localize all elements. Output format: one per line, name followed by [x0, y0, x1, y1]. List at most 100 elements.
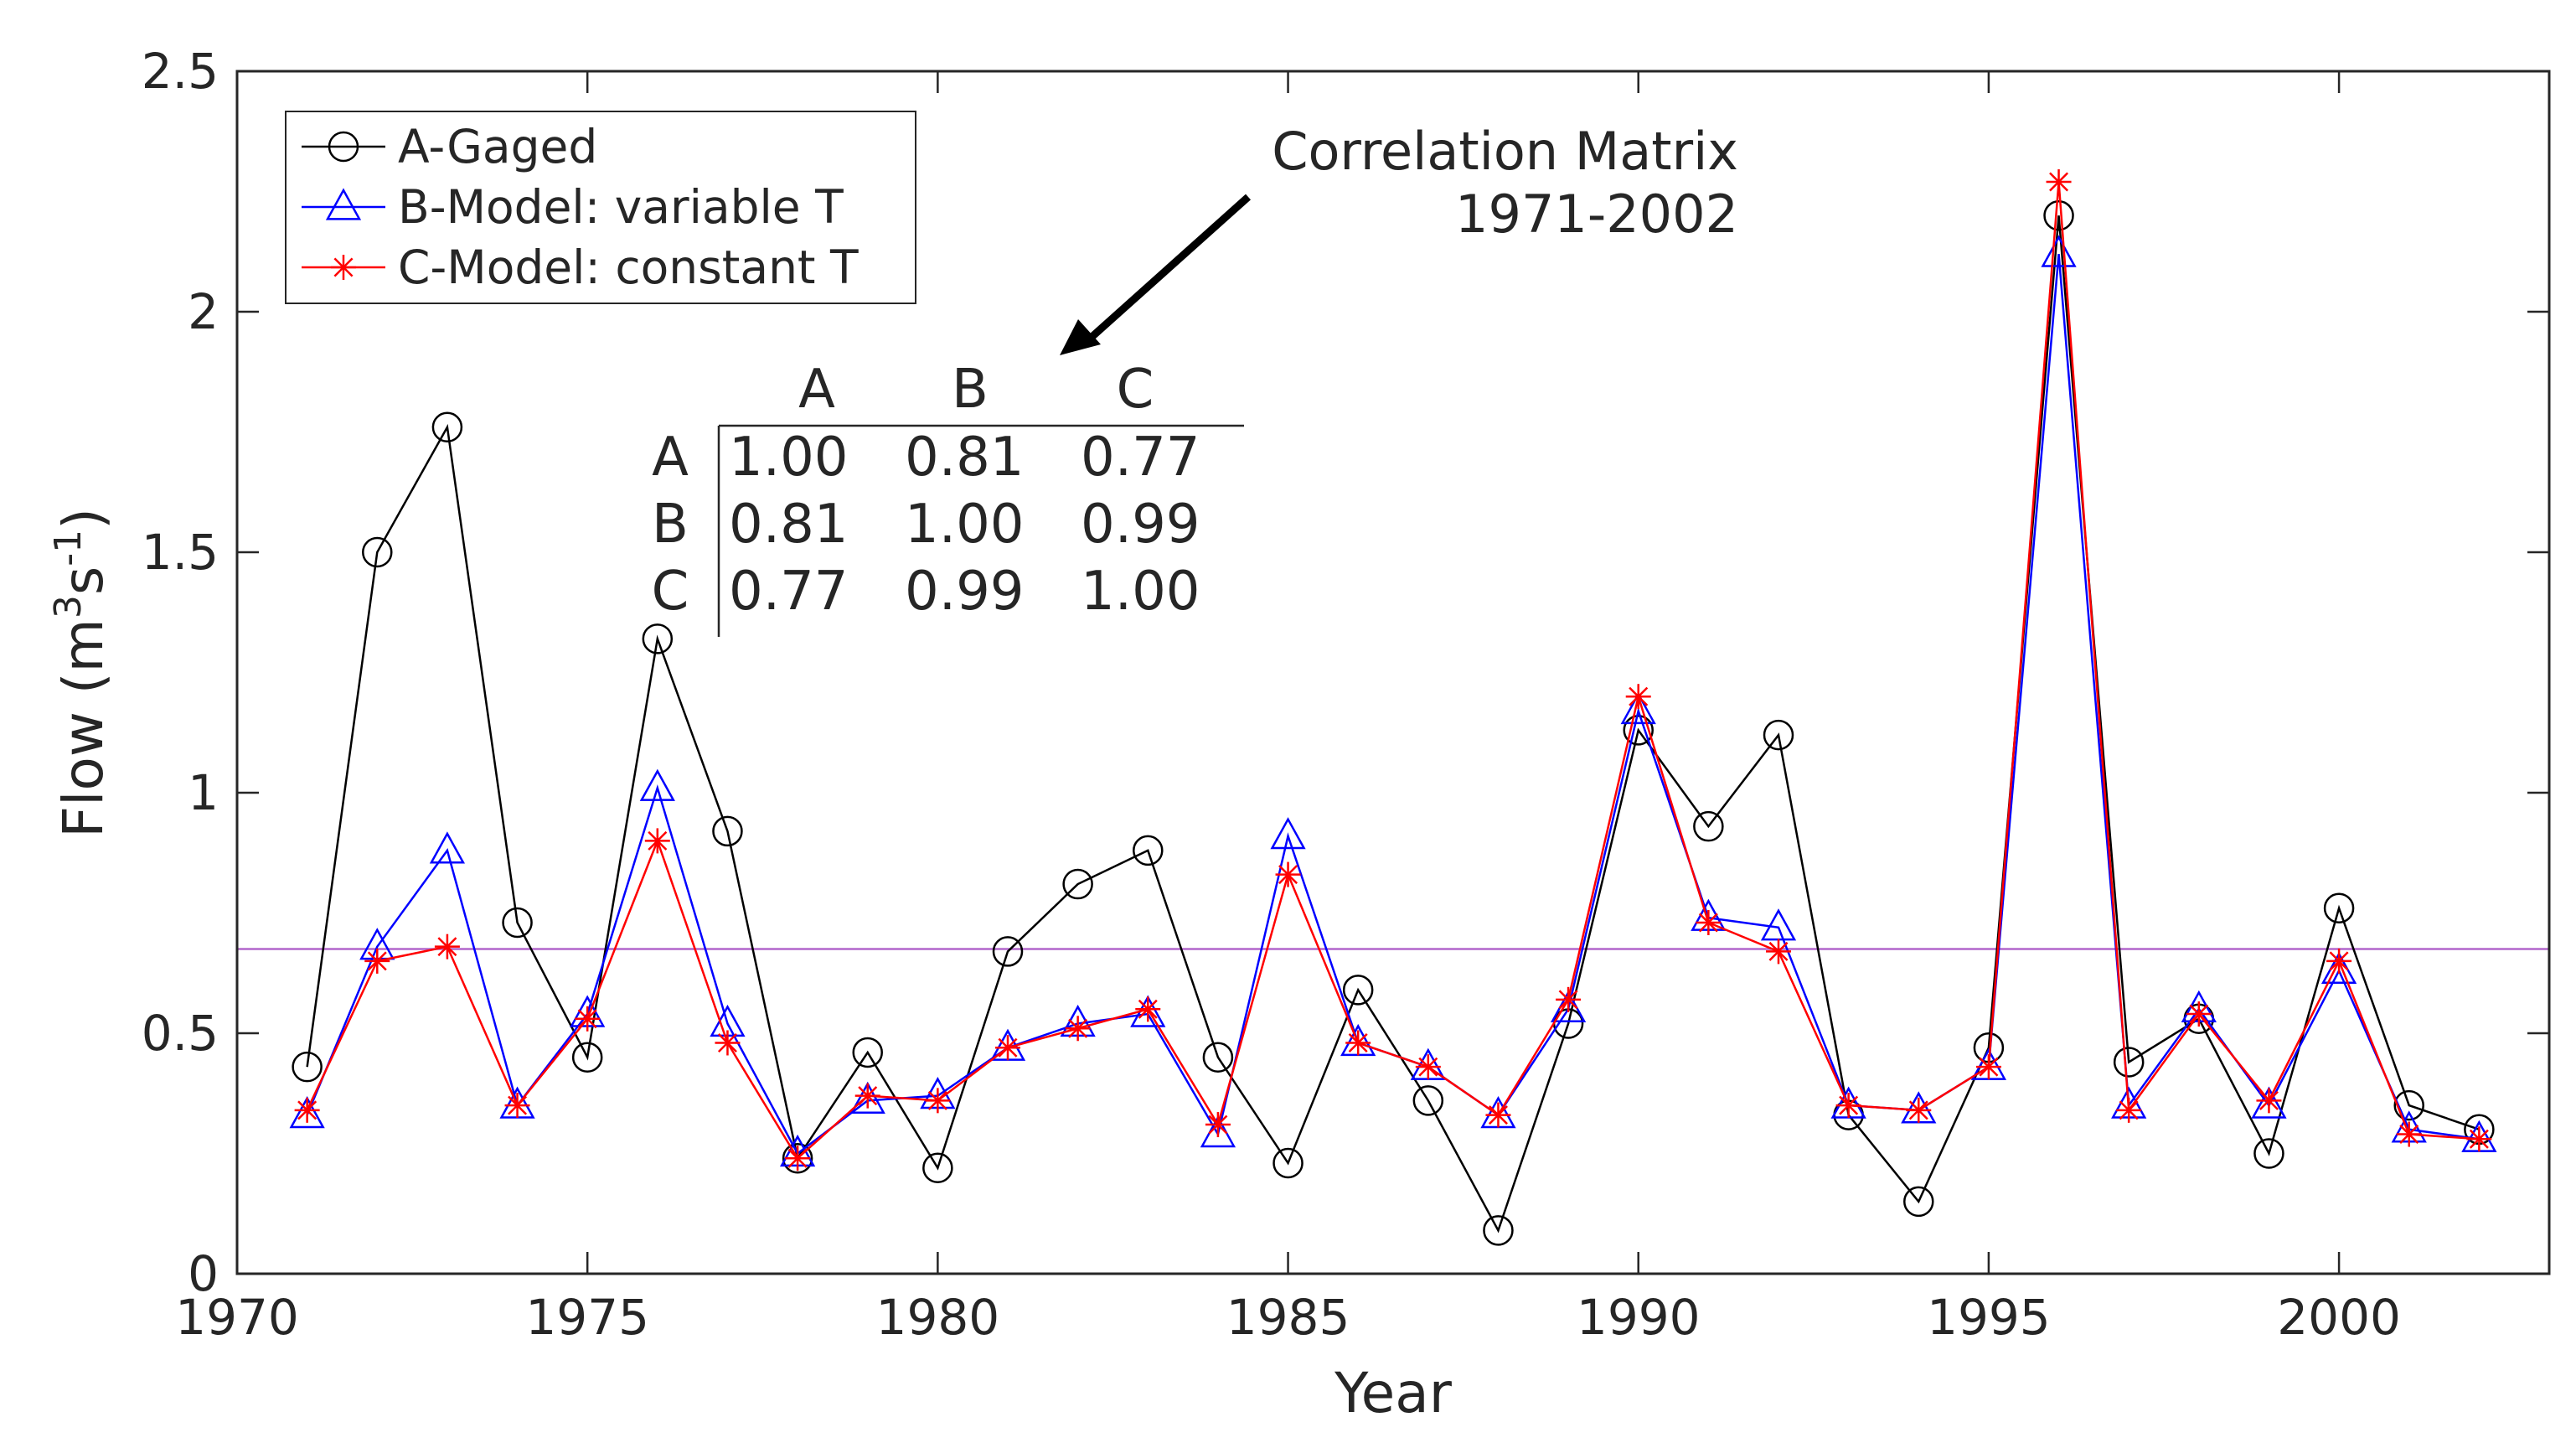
x-tick-label: 1970: [175, 1289, 299, 1346]
y-axis-label-mid: s: [51, 566, 116, 595]
series-1-point: [2253, 1138, 2284, 1169]
series-3-point-stroke: [437, 937, 457, 957]
series-line-3: [306, 181, 2480, 1161]
y-tick-label: 0: [188, 1245, 219, 1302]
series-3-point: [925, 1088, 951, 1114]
y-tick-label: 1: [188, 764, 219, 821]
series-1-point: [2113, 1047, 2145, 1078]
legend-label: B-Model: variable T: [398, 180, 844, 234]
series-1-point: [1483, 1215, 1514, 1246]
y-axis-label-end: ): [51, 508, 116, 530]
x-tick-label: 1990: [1577, 1289, 1701, 1346]
series-1: [292, 199, 2495, 1246]
series-3-point: [1065, 1016, 1091, 1042]
series-1-point: [1903, 1186, 1934, 1218]
series-3-point: [715, 1030, 741, 1056]
matrix-column-header: C: [1117, 359, 1154, 421]
series-3-point: [1766, 939, 1791, 965]
series-3-point-stroke: [648, 830, 668, 851]
legend-marker: [325, 188, 362, 220]
series-3-point: [2186, 1001, 2212, 1027]
matrix-cell: 0.81: [905, 427, 1025, 489]
x-tick-label: 2000: [2277, 1289, 2401, 1346]
series-3-point: [644, 828, 670, 854]
x-tick-label: 1985: [1226, 1289, 1350, 1346]
series-3-point: [1275, 861, 1301, 887]
series-3-point-stroke: [1839, 1095, 1859, 1115]
series-3-point-stroke: [1908, 1100, 1928, 1120]
matrix-row-header: A: [652, 427, 689, 489]
series-3-point: [434, 934, 460, 959]
series-3-point-stroke: [1488, 1105, 1508, 1125]
series-3-point-stroke: [1629, 686, 1649, 706]
series-3-point-stroke: [1068, 1018, 1088, 1038]
series-3-point-stroke: [2329, 951, 2349, 971]
x-axis-label: Year: [1334, 1361, 1453, 1425]
series-3-point-stroke: [998, 1037, 1018, 1058]
matrix-cell: 0.99: [1081, 494, 1200, 556]
arrow-shaft: [1086, 194, 1252, 343]
matrix-row-header: B: [652, 494, 689, 556]
legend-marker: [328, 131, 359, 163]
series-1-point: [1693, 810, 1724, 842]
series-3-point: [2466, 1126, 2492, 1152]
series-3-point-stroke: [1348, 1032, 1368, 1053]
series-1-point: [362, 536, 393, 568]
legend-entry-2: B-Model: variable T: [302, 180, 844, 234]
legend: A-Gaged B-Model: variable T C-Model: const…: [285, 111, 916, 304]
matrix-cell: 1.00: [905, 494, 1025, 556]
series-3-point-stroke: [1558, 990, 1578, 1010]
series-3-point: [2396, 1121, 2422, 1147]
series-1-point: [1273, 1147, 1303, 1179]
series-1-point: [1062, 868, 1093, 900]
ticks-layer: 1970 1975 1980 1985 1990 1995 2000 0 0.5 1 1.5 2 2.5: [142, 43, 2549, 1346]
series-3-point-stroke: [717, 1032, 737, 1053]
series-3-point-stroke: [297, 1100, 317, 1120]
y-axis-label-base: Flow (m: [51, 618, 116, 838]
series-3-point: [1625, 684, 1651, 710]
series-2-point: [289, 1095, 325, 1129]
series-3-point-stroke: [1278, 865, 1298, 885]
matrix-cell: 0.81: [729, 494, 849, 556]
matrix-cell: 1.00: [1081, 561, 1200, 623]
series-3-point-stroke: [508, 1095, 528, 1115]
series-1-point: [292, 1051, 323, 1083]
series-3-point: [1415, 1054, 1441, 1080]
series-3-point: [364, 948, 390, 974]
series-2-point: [2041, 235, 2077, 267]
series-3-point-stroke: [2399, 1125, 2419, 1145]
y-tick-label: 2: [188, 283, 219, 340]
series-1-point: [1623, 715, 1654, 746]
matrix-column-header: A: [798, 359, 835, 421]
series-3-point-stroke: [2259, 1090, 2279, 1110]
y-tick-label: 0.5: [142, 1005, 219, 1062]
series-3-point-stroke: [1698, 913, 1718, 933]
matrix-cell: 1.00: [729, 427, 849, 489]
series-1-point: [431, 411, 463, 443]
series-3-point: [1135, 996, 1161, 1022]
y-axis-label-sup2: -1: [47, 530, 90, 566]
series-3-point: [1906, 1097, 1932, 1123]
legend-entry-3: C-Model: constant T: [302, 240, 859, 294]
legend-label: A-Gaged: [398, 120, 597, 173]
annotation-period: 1971-2002: [1455, 184, 1738, 245]
series-2-point: [429, 831, 466, 864]
series-1-point: [922, 1152, 953, 1183]
series-2-point: [2251, 1086, 2287, 1119]
matrix-cell: 0.77: [729, 561, 849, 623]
series-3: [294, 169, 2492, 1171]
series-1-point: [782, 1142, 813, 1174]
series-line-1: [306, 215, 2480, 1234]
x-tick-label: 1995: [1927, 1289, 2051, 1346]
series-3-point-stroke: [1138, 999, 1158, 1019]
series-3-point-stroke: [1768, 941, 1789, 961]
series-1-point: [1202, 1042, 1234, 1073]
series-3-point: [2326, 948, 2352, 974]
series-3-point-stroke: [2119, 1100, 2139, 1120]
x-tick-label: 1980: [876, 1289, 1000, 1346]
series-3-point: [2116, 1097, 2142, 1123]
series-3-point: [1205, 1112, 1231, 1138]
series-2-point: [1620, 691, 1656, 725]
y-tick-label: 2.5: [142, 43, 219, 100]
